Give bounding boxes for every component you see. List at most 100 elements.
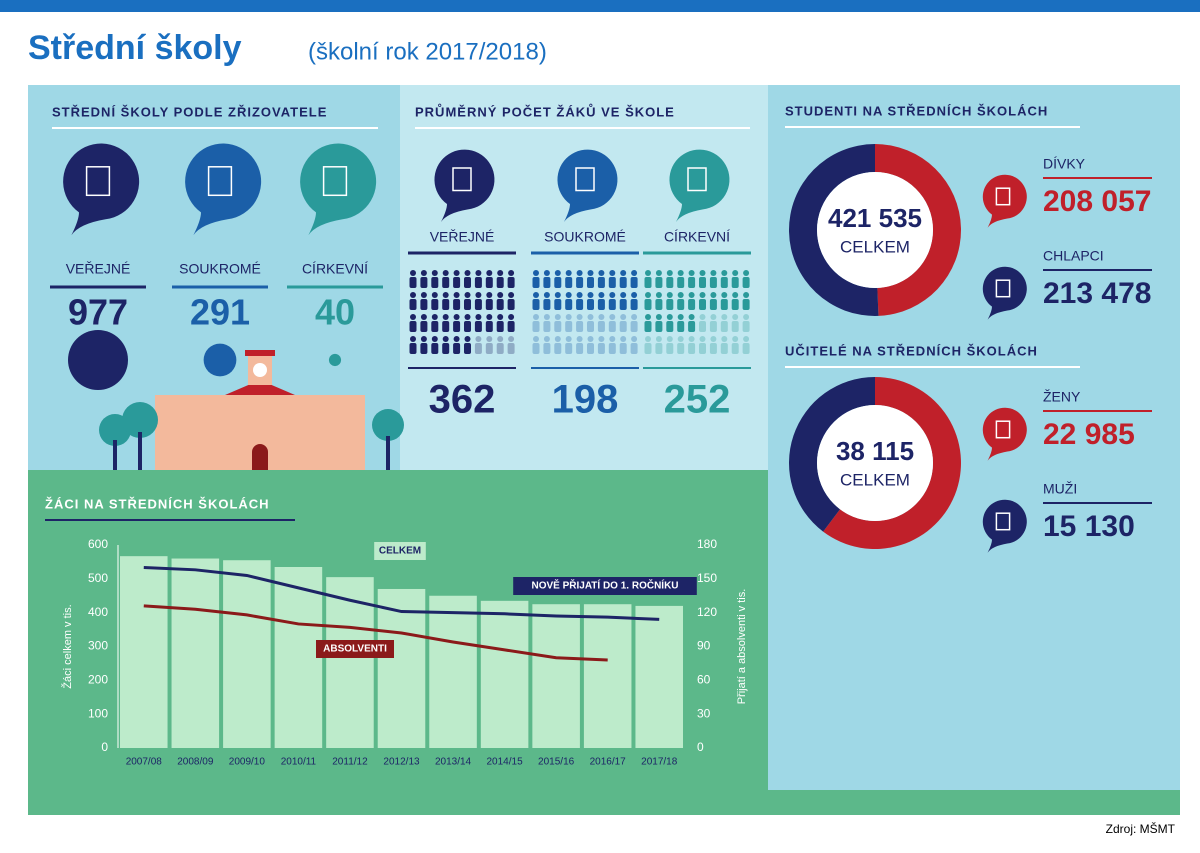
pupil-body <box>742 321 750 332</box>
pupil-head <box>464 292 471 298</box>
pupil-icon <box>688 292 696 310</box>
pupil-icon <box>699 314 706 332</box>
pupil-icon <box>587 292 594 310</box>
pupil-body <box>464 343 471 354</box>
pupil-icon <box>720 292 728 310</box>
pupil-head <box>587 292 594 298</box>
pupil-body <box>464 277 471 288</box>
pupil-head <box>554 292 561 298</box>
bar <box>274 566 323 748</box>
pupil-body <box>442 343 450 354</box>
pupil-body <box>699 277 706 288</box>
pupil-icon <box>630 336 638 354</box>
pupil-body <box>587 343 594 354</box>
pupil-body <box>485 343 493 354</box>
pupil-body <box>485 277 493 288</box>
pupil-head <box>508 292 515 298</box>
pupil-icon <box>619 314 627 332</box>
pupil-icon <box>608 314 616 332</box>
pupil-body <box>709 343 717 354</box>
pupil-head <box>721 314 728 320</box>
pupil-head <box>554 314 561 320</box>
x-tick-label: 2011/12 <box>332 757 368 768</box>
pupil-icon <box>565 292 573 310</box>
pupil-head <box>710 336 717 342</box>
pupil-icon <box>688 314 696 332</box>
total-label: CELKEM <box>840 470 910 489</box>
pupil-head <box>598 314 605 320</box>
pupil-body <box>474 277 482 288</box>
pupil-body <box>699 343 706 354</box>
y-tick-label: 400 <box>88 605 108 619</box>
pupil-body <box>731 343 739 354</box>
pupil-body <box>742 343 750 354</box>
pupil-icon <box>731 292 739 310</box>
pupil-icon <box>543 270 551 288</box>
pupil-body <box>630 299 638 310</box>
pupil-body <box>576 321 584 332</box>
pupil-body <box>720 277 728 288</box>
pupil-body <box>453 343 461 354</box>
bar <box>532 604 580 748</box>
pupil-body <box>608 343 616 354</box>
pupil-head <box>486 270 493 276</box>
pupil-body <box>431 277 439 288</box>
pupil-icon <box>630 314 638 332</box>
pupil-icon <box>420 292 428 310</box>
pupil-icon <box>507 314 515 332</box>
pupil-head <box>453 314 460 320</box>
pupil-body <box>485 321 493 332</box>
pupil-icon <box>720 270 728 288</box>
pupil-head <box>486 292 493 298</box>
pupil-head <box>431 314 438 320</box>
pupil-head <box>464 314 471 320</box>
pupil-icon <box>597 292 605 310</box>
pupil-icon <box>644 314 652 332</box>
pupil-icon <box>507 270 515 288</box>
pupil-body <box>496 343 504 354</box>
pupil-icon <box>453 270 461 288</box>
pupil-icon <box>409 314 417 332</box>
icon-building <box>995 420 1011 439</box>
pupil-head <box>688 336 695 342</box>
pupil-icon <box>464 270 471 288</box>
pupil-icon <box>644 292 652 310</box>
pupil-body <box>565 343 573 354</box>
series-label-box <box>374 542 426 560</box>
x-tick-label: 2008/09 <box>177 757 214 768</box>
donut-hole <box>817 405 933 521</box>
pupil-body <box>576 343 584 354</box>
pupil-head <box>631 270 638 276</box>
pupil-head <box>508 314 515 320</box>
pupil-head <box>677 270 684 276</box>
pupil-head <box>442 270 449 276</box>
pupil-icon <box>464 336 471 354</box>
pupil-head <box>442 336 449 342</box>
pupil-icon <box>742 336 750 354</box>
speech-bubble <box>434 149 495 222</box>
pupil-body <box>731 299 739 310</box>
pupil-body <box>608 299 616 310</box>
total-value: 38 115 <box>836 436 914 466</box>
pupil-icon <box>587 314 594 332</box>
pupil-icon <box>576 336 584 354</box>
x-tick-label: 2016/17 <box>590 757 627 768</box>
series-label: NOVĚ PŘIJATÍ DO 1. ROČNÍKU <box>531 579 678 592</box>
pupil-head <box>533 292 539 298</box>
pupil-head <box>543 336 550 342</box>
bar <box>377 588 426 748</box>
pupil-head <box>464 336 471 342</box>
section-title: PRŮMĚRNÝ POČET ŽÁKŮ VE ŠKOLE <box>415 103 675 119</box>
pupil-body <box>699 321 706 332</box>
pupil-body <box>742 299 750 310</box>
value: 362 <box>429 378 496 422</box>
pupil-head <box>576 314 583 320</box>
pupil-head <box>688 314 695 320</box>
pupil-head <box>732 292 739 298</box>
icon-building <box>687 167 707 192</box>
pupil-icon <box>619 270 627 288</box>
pupil-head <box>666 270 673 276</box>
y2-axis-title: Přijatí a absolventi v tis. <box>736 589 748 705</box>
pupil-body <box>532 299 540 310</box>
